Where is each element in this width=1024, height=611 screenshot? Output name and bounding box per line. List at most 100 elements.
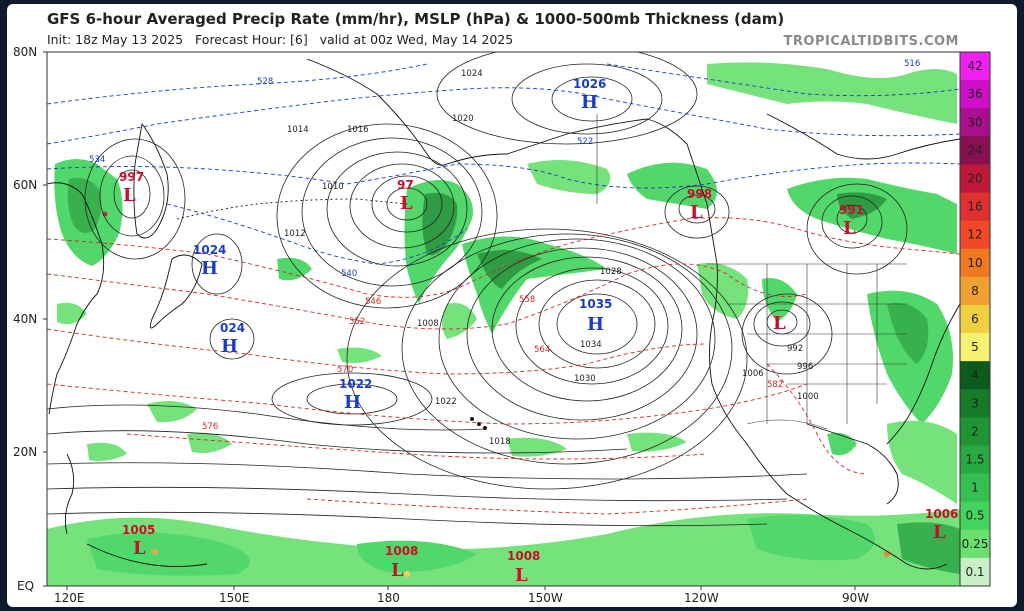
colorbar-label: 1: [971, 481, 979, 495]
thickness-label: 576: [202, 422, 218, 432]
colorbar-swatch: [960, 333, 990, 362]
lat-label: EQ: [17, 579, 34, 593]
svg-text:L: L: [843, 218, 856, 239]
colorbar-swatch: [960, 80, 990, 109]
axis-ticks: [43, 51, 856, 590]
svg-text:H: H: [221, 336, 238, 357]
pressure-centers: 1026 H 1035 H 1024 H 024 H 1022 H: [119, 77, 958, 586]
svg-text:1022: 1022: [339, 377, 372, 391]
thickness-label: 582: [767, 380, 783, 390]
valid-time: valid at 00z Wed, May 14 2025: [319, 32, 514, 47]
isobar-label: 992: [787, 344, 803, 354]
svg-text:L: L: [690, 202, 703, 223]
colorbar-swatch: [960, 529, 990, 559]
lat-label: 20N: [13, 445, 37, 459]
svg-text:H: H: [587, 314, 604, 335]
colorbar-label: 10: [967, 256, 982, 270]
high-center-1026: 1026 H: [573, 77, 606, 113]
thickness-label: 552: [349, 317, 365, 327]
low-center-1008-a: 1008 L: [385, 544, 418, 581]
svg-text:024: 024: [220, 321, 245, 335]
colorbar-swatch: [960, 248, 990, 278]
thickness-label: 570: [337, 365, 353, 375]
svg-text:H: H: [344, 392, 361, 413]
borders: [596, 114, 907, 430]
high-center-1024: 1024 H: [193, 243, 226, 279]
coastlines: [47, 58, 960, 570]
lon-label: 90W: [842, 591, 869, 605]
colorbar-label: 1.5: [965, 453, 984, 467]
colorbar-swatch: [960, 164, 990, 194]
colorbar-label: 24: [967, 143, 982, 157]
lon-label: 180: [377, 591, 400, 605]
latitude-labels: 80N 60N 40N 20N EQ: [13, 45, 37, 593]
lon-label: 150E: [219, 591, 250, 605]
plot-area: [47, 52, 960, 586]
colorbar-swatch: [960, 52, 990, 81]
isobar-labels: 1024 1020 1016 1014 1012 1010 1008 1004 …: [284, 69, 819, 447]
svg-text:L: L: [391, 560, 404, 581]
colorbar-label: 5: [971, 340, 979, 354]
colorbar-label: 0.5: [965, 509, 984, 523]
isobar-label: 1016: [347, 125, 369, 135]
colorbar-label: 8: [971, 284, 979, 298]
colorbar-swatch: [960, 417, 990, 446]
map-subtitle: Init: 18z May 13 2025 Forecast Hour: [6]…: [47, 32, 513, 47]
svg-text:L: L: [773, 313, 786, 334]
isobar-label: 1008: [417, 319, 439, 329]
svg-text:998: 998: [687, 187, 712, 201]
colorbar-label: 0.1: [965, 565, 984, 579]
low-center-1005: 1005 L: [122, 523, 155, 559]
site-credit: TROPICALTIDBITS.COM: [783, 34, 959, 49]
high-center-1022: 1022 H: [339, 377, 372, 413]
low-center-998: 998 L: [687, 187, 712, 223]
forecast-hour: Forecast Hour: [6]: [195, 32, 308, 47]
colorbar-label: 12: [967, 228, 982, 242]
colorbar-label: 4: [971, 368, 979, 382]
svg-text:1005: 1005: [122, 523, 155, 537]
thickness-label: 522: [577, 137, 593, 147]
low-center-us: L: [773, 313, 786, 334]
colorbar-label: 2: [971, 424, 979, 438]
isobar-label: 1000: [797, 392, 819, 402]
colorbar-swatch: [960, 501, 990, 531]
svg-text:L: L: [933, 522, 946, 543]
low-center-1008-b: 1008 L: [507, 549, 540, 586]
low-center-997: 997 L: [119, 170, 144, 206]
svg-text:1035: 1035: [579, 297, 612, 311]
thickness-label: 534: [89, 155, 105, 165]
high-center-1035: 1035 H: [579, 297, 612, 335]
thickness-contours: [47, 63, 960, 515]
isobar-label: 1034: [580, 340, 602, 350]
colorbar-swatch: [960, 557, 990, 587]
colorbar-swatch: [960, 276, 990, 306]
colorbar-swatch: [960, 220, 990, 250]
svg-text:991: 991: [839, 203, 864, 217]
colorbar-swatch: [960, 136, 990, 165]
svg-text:H: H: [201, 258, 218, 279]
colorbar-swatch: [960, 192, 990, 222]
precip-colorbar: 42 36 30 24 20 16 12 10 8 6 5 4 3 2 1.5 1 0.5 0.25 0.1: [959, 51, 991, 587]
colorbar-swatch: [960, 389, 990, 418]
isobar-label: 996: [797, 362, 813, 372]
thickness-label: 564: [534, 345, 550, 355]
lon-label: 120E: [54, 591, 85, 605]
svg-text:1026: 1026: [573, 77, 606, 91]
colorbar-label: 16: [967, 200, 982, 214]
precip-areas: [47, 62, 960, 586]
lon-label: 150W: [528, 591, 563, 605]
low-center-991: 991 L: [839, 203, 864, 239]
thickness-label: 516: [904, 59, 920, 69]
init-time: Init: 18z May 13 2025: [47, 32, 184, 47]
colorbar-swatch: [960, 445, 990, 475]
svg-text:L: L: [400, 193, 413, 214]
thickness-label: 558: [519, 295, 535, 305]
colorbar-swatch: [960, 361, 990, 390]
thickness-label: 528: [257, 77, 273, 87]
low-center-1006: 1006 L: [925, 507, 958, 543]
colorbar-label: 36: [967, 87, 982, 101]
lat-label: 80N: [13, 45, 37, 59]
svg-text:H: H: [581, 92, 598, 113]
svg-text:L: L: [123, 185, 136, 206]
svg-text:L: L: [133, 538, 146, 559]
